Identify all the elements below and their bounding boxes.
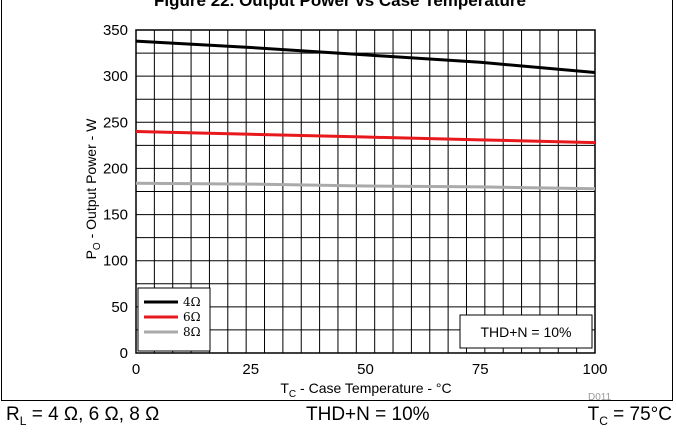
condition-load: RL = 4 Ω, 6 Ω, 8 Ω <box>6 404 160 428</box>
plot-border <box>135 29 596 354</box>
annotation-box <box>459 314 593 349</box>
grid <box>135 29 596 354</box>
y-axis-label: PO - Output Power - W <box>83 118 103 260</box>
x-tick-label: 0 <box>132 361 140 378</box>
annotation: THD+N = 10% <box>459 314 593 349</box>
series-line-2 <box>135 130 596 145</box>
figure-code: D011 <box>588 392 612 403</box>
y-tick-label: 100 <box>103 253 128 270</box>
condition-temp: TC = 75°C <box>587 404 672 428</box>
y-tick-label: 250 <box>103 114 128 131</box>
y-tick-label: 150 <box>103 207 128 224</box>
annotation-text: THD+N = 10% <box>480 324 571 340</box>
series-lines <box>135 39 596 191</box>
chart-title: Figure 22. Output Power vs Case Temperat… <box>154 0 526 10</box>
x-tick-label: 75 <box>472 361 489 378</box>
x-axis-label: TC - Case Temperature - °C <box>280 380 451 400</box>
y-tick-label: 0 <box>120 345 128 362</box>
tick-labels: 0 25 50 75 100 0 50 100 150 200 250 300 350 <box>103 22 608 378</box>
legend-label: 4Ω <box>183 295 201 309</box>
x-tick-label: 100 <box>582 361 607 378</box>
legend-box <box>137 287 211 352</box>
y-tick-label: 300 <box>103 68 128 85</box>
y-tick-label: 200 <box>103 160 128 177</box>
y-tick-label: 50 <box>111 299 128 316</box>
series-line-1 <box>135 39 596 74</box>
x-tick-label: 25 <box>242 361 259 378</box>
legend-label: 8Ω <box>183 325 201 339</box>
y-tick-label: 350 <box>103 22 128 39</box>
x-tick-label: 50 <box>357 361 374 378</box>
legend-label: 6Ω <box>183 310 201 324</box>
series-line-3 <box>135 181 596 191</box>
condition-thd: THD+N = 10% <box>306 404 430 425</box>
